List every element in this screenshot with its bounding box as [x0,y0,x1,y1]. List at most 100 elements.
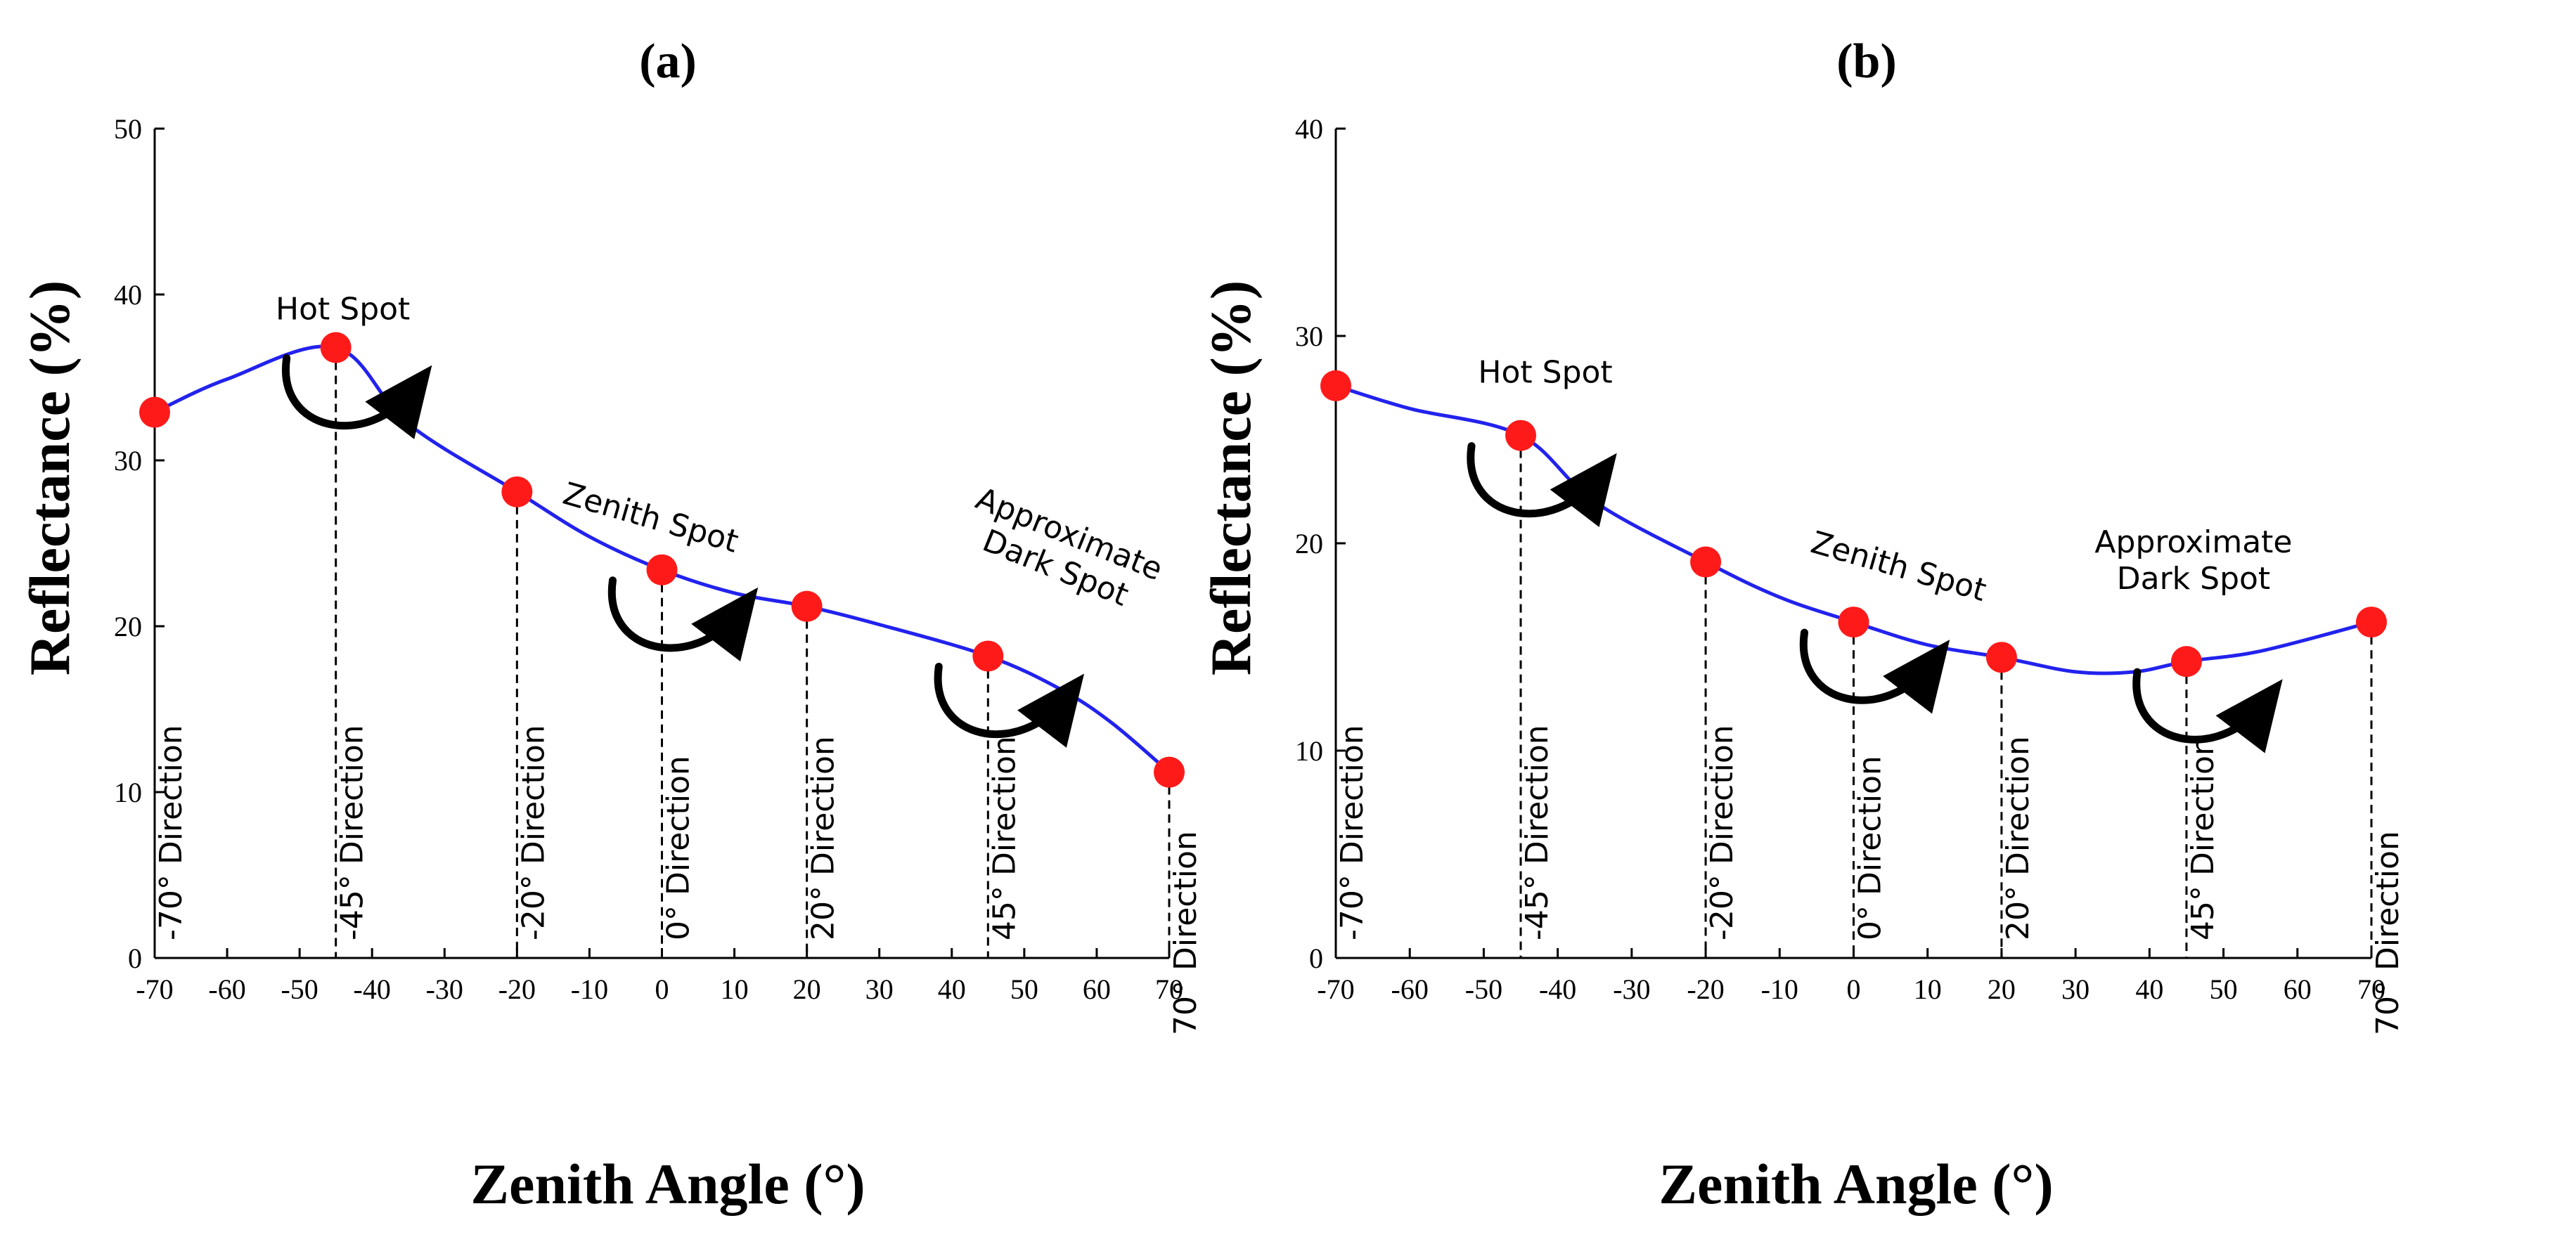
panel-b-x-axis-label: Zenith Angle (°) [1659,1152,2053,1216]
spot-annotation: Zenith Spot [559,476,742,560]
direction-label: -20° Direction [515,725,551,940]
x-tick-label: -40 [1539,973,1576,1005]
x-tick-label: -60 [1391,973,1429,1005]
x-tick-label: 70 [1155,973,1183,1005]
y-tick-label: 0 [1309,943,1323,974]
direction-label: 70° Direction [2370,831,2406,1035]
data-point [139,396,170,428]
y-tick-label: 10 [114,777,142,808]
data-point [1690,546,1722,578]
direction-label: 20° Direction [806,736,842,940]
panel-b-title: (b) [1836,34,1897,89]
rotation-arrow [1467,442,1617,528]
rotation-arrow [2132,668,2283,753]
x-tick-label: 40 [938,973,966,1005]
rotation-arrow [1799,628,1950,714]
panel-a-x-axis-label: Zenith Angle (°) [470,1152,865,1216]
x-tick-label: -10 [571,973,608,1005]
direction-label: 0° Direction [661,756,697,940]
data-point [2170,646,2202,678]
x-tick-label: -70 [1317,973,1354,1005]
x-tick-label: -30 [426,973,463,1005]
direction-label: -45° Direction [1519,725,1555,940]
direction-label: -20° Direction [1704,725,1740,940]
x-tick-label: 20 [1988,973,2016,1005]
direction-label: -70° Direction [153,725,189,940]
panel-b-rotation-arrows [1467,442,2283,753]
y-tick-label: 30 [1295,320,1323,352]
data-point [1505,420,1537,451]
data-point [1154,756,1185,788]
spot-annotation: ApproximateDark Spot [957,481,1167,622]
x-tick-label: 60 [2284,973,2312,1005]
data-point [1320,370,1351,401]
data-point [1838,607,1869,638]
x-tick-label: -50 [1465,973,1502,1005]
panel-a-rotation-arrows [281,354,1085,748]
x-tick-label: 70 [2357,973,2385,1005]
x-tick-label: 60 [1083,973,1111,1005]
x-tick-label: -30 [1613,973,1650,1005]
y-tick-label: 20 [1295,528,1323,559]
direction-label: 45° Direction [2185,736,2221,940]
x-tick-label: 0 [655,973,669,1005]
direction-label: 70° Direction [1168,831,1204,1035]
direction-label: 20° Direction [2000,736,2036,940]
panel-a-y-axis-label: Reflectance (%) [18,280,82,675]
spot-annotation: Hot Spot [1478,355,1612,391]
panel-a-annotations: Hot Spot Zenith Spot ApproximateDark Spot [276,292,1168,622]
y-tick-label: 0 [128,943,142,974]
panel-b-markers [1320,370,2387,678]
panel-a-ticks: 0 10 20 30 40 50 -70 -60 -50 -40 -30 -20 -10 0 10 20 30 4… [114,113,1183,1005]
x-tick-label: -40 [354,973,391,1005]
panel-a-title: (a) [639,34,697,89]
panel-b-annotations: Hot Spot Zenith Spot Approximate Dark Spot [1478,355,2292,609]
y-tick-label: 30 [114,445,142,477]
x-tick-label: 10 [721,973,749,1005]
direction-label: 0° Direction [1853,756,1888,940]
x-tick-label: 50 [2210,973,2238,1005]
rotation-arrow [607,576,759,662]
panel-a-direction-labels: -70° Direction -45° Direction -20° Directi… [153,725,1204,1035]
y-tick-label: 40 [1295,113,1323,145]
y-tick-label: 20 [114,611,142,642]
x-tick-label: -20 [498,973,536,1005]
panel-a: (a) 0 10 20 30 40 50 -70 -60 -50 -40 -30 -20 -10 0 10 2… [18,34,1204,1216]
data-point [320,332,352,363]
x-tick-label: -10 [1761,973,1798,1005]
data-point [972,640,1004,672]
x-tick-label: 0 [1847,973,1861,1005]
x-tick-label: -50 [281,973,318,1005]
data-point [646,554,678,585]
spot-annotation: Zenith Spot [1807,524,1990,609]
x-tick-label: 50 [1010,973,1038,1005]
x-tick-label: 30 [865,973,894,1005]
x-tick-label: -20 [1687,973,1724,1005]
rotation-arrow [281,354,432,439]
direction-label: -45° Direction [335,725,371,940]
direction-label: -70° Direction [1334,725,1370,940]
spot-annotation: Hot Spot [276,292,410,328]
y-tick-label: 50 [114,113,142,145]
x-tick-label: 10 [1914,973,1942,1005]
panel-b-guides [1334,385,2373,958]
x-tick-label: 20 [793,973,821,1005]
x-tick-label: 40 [2135,973,2163,1005]
panel-a-guides [153,347,1171,958]
data-point [1985,642,2017,673]
direction-label: 45° Direction [986,736,1022,940]
data-point [501,476,533,507]
y-tick-label: 10 [1295,735,1323,767]
y-tick-label: 40 [114,279,142,311]
x-tick-label: 30 [2061,973,2089,1005]
panel-b: (b) 0 10 20 30 40 -70 -60 -50 -40 -30 -20 -10 0 10 20 3… [1199,34,2406,1216]
panel-b-y-axis-label: Reflectance (%) [1199,280,1263,675]
data-point [2356,607,2387,638]
panel-a-markers [139,332,1185,788]
panel-b-direction-labels: -70° Direction -45° Direction -20° Directi… [1334,725,2406,1035]
data-point [791,590,823,622]
x-tick-label: -60 [208,973,245,1005]
rotation-arrow [934,662,1085,748]
